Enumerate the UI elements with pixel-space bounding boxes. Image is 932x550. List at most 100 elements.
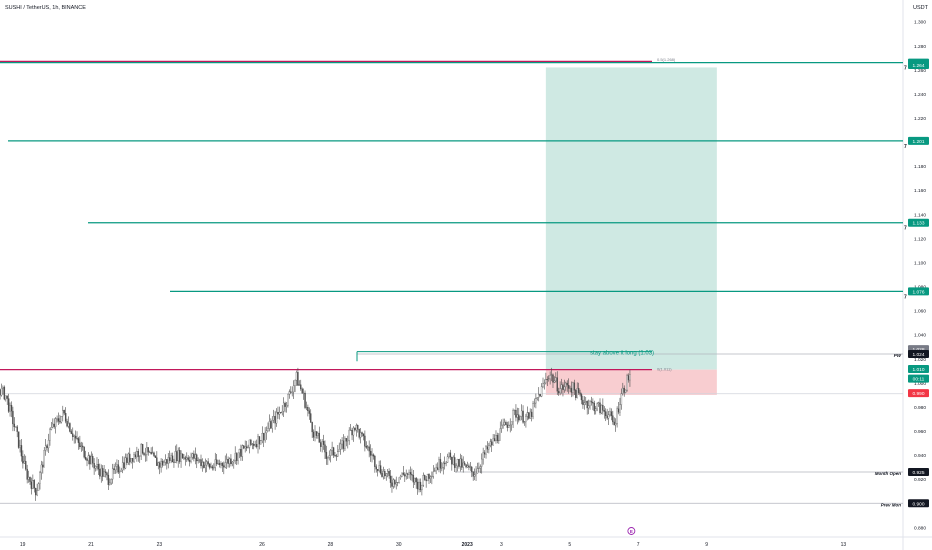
candle[interactable] <box>478 467 480 469</box>
candle[interactable] <box>221 463 224 466</box>
candle[interactable] <box>123 462 125 469</box>
candle[interactable] <box>272 416 275 421</box>
candle[interactable] <box>599 402 601 414</box>
candle[interactable] <box>466 465 469 468</box>
candle[interactable] <box>240 449 242 457</box>
candle[interactable] <box>442 463 444 468</box>
candle[interactable] <box>579 392 581 395</box>
candle[interactable] <box>499 428 501 441</box>
candle[interactable] <box>2 386 4 389</box>
candle[interactable] <box>263 433 265 441</box>
candle[interactable] <box>247 447 249 449</box>
candle[interactable] <box>555 377 557 382</box>
candle[interactable] <box>481 458 483 467</box>
candle[interactable] <box>131 458 134 462</box>
candle[interactable] <box>483 452 486 455</box>
candle[interactable] <box>358 429 360 438</box>
candle[interactable] <box>29 476 31 482</box>
candle[interactable] <box>421 484 423 491</box>
candle[interactable] <box>616 408 618 424</box>
candle[interactable] <box>569 387 571 389</box>
candle[interactable] <box>12 410 14 425</box>
candle[interactable] <box>201 462 204 467</box>
candle[interactable] <box>582 399 584 405</box>
candle[interactable] <box>181 453 184 459</box>
candle[interactable] <box>284 402 286 407</box>
candle[interactable] <box>243 445 245 449</box>
candle[interactable] <box>472 471 474 477</box>
candle[interactable] <box>99 469 101 477</box>
candle[interactable] <box>215 459 218 465</box>
candle[interactable] <box>69 423 71 432</box>
candle[interactable] <box>153 452 155 456</box>
candle[interactable] <box>562 384 564 390</box>
candle[interactable] <box>188 459 191 462</box>
candle[interactable] <box>543 382 546 384</box>
candle[interactable] <box>488 445 490 450</box>
candle[interactable] <box>15 426 17 428</box>
candle[interactable] <box>500 425 503 429</box>
candle[interactable] <box>565 382 567 388</box>
annotation-text[interactable]: stay above it long (1.03) <box>590 351 654 357</box>
candle[interactable] <box>546 379 548 380</box>
candle[interactable] <box>452 457 454 465</box>
candle[interactable] <box>528 412 530 419</box>
candle[interactable] <box>277 411 279 415</box>
candle[interactable] <box>267 428 269 431</box>
profit-zone[interactable] <box>545 67 717 370</box>
candle[interactable] <box>529 411 531 419</box>
candle[interactable] <box>312 431 315 438</box>
candle[interactable] <box>268 421 271 429</box>
candle[interactable] <box>116 464 118 467</box>
candle[interactable] <box>26 468 28 480</box>
candle[interactable] <box>120 469 122 472</box>
candle[interactable] <box>456 459 459 467</box>
candle[interactable] <box>302 392 305 394</box>
candle[interactable] <box>245 446 248 449</box>
candle[interactable] <box>40 464 43 473</box>
candle[interactable] <box>103 471 105 477</box>
candle[interactable] <box>545 379 547 384</box>
candle[interactable] <box>510 421 513 426</box>
candle[interactable] <box>158 462 161 468</box>
candle[interactable] <box>505 422 507 426</box>
candle[interactable] <box>402 472 405 475</box>
candle[interactable] <box>315 431 318 436</box>
candle[interactable] <box>482 452 484 460</box>
candle[interactable] <box>27 476 30 480</box>
candle[interactable] <box>203 462 205 468</box>
candle[interactable] <box>389 475 392 483</box>
candle[interactable] <box>414 477 416 483</box>
candle[interactable] <box>73 435 75 437</box>
candle[interactable] <box>37 483 40 491</box>
candle[interactable] <box>257 436 259 447</box>
candle[interactable] <box>137 451 140 457</box>
candle[interactable] <box>556 377 558 392</box>
candle[interactable] <box>445 462 447 464</box>
candle[interactable] <box>248 439 251 448</box>
candle[interactable] <box>331 447 333 451</box>
candle[interactable] <box>287 393 289 406</box>
candle[interactable] <box>606 415 608 419</box>
candle[interactable] <box>617 408 620 413</box>
candle[interactable] <box>404 474 406 477</box>
candle[interactable] <box>89 455 91 465</box>
candle[interactable] <box>508 425 510 428</box>
candle[interactable] <box>406 473 409 475</box>
candle[interactable] <box>341 440 343 445</box>
candle[interactable] <box>141 444 144 454</box>
candle[interactable] <box>149 451 151 453</box>
candle[interactable] <box>523 421 526 423</box>
candle[interactable] <box>553 380 556 383</box>
candle[interactable] <box>580 394 583 401</box>
plot-area[interactable] <box>0 0 903 537</box>
candle[interactable] <box>612 415 614 423</box>
candle[interactable] <box>325 451 328 459</box>
candle[interactable] <box>320 442 322 447</box>
candle[interactable] <box>97 464 100 470</box>
candle[interactable] <box>33 480 35 489</box>
candle[interactable] <box>328 455 330 458</box>
candle[interactable] <box>392 479 395 487</box>
candle[interactable] <box>59 421 61 423</box>
